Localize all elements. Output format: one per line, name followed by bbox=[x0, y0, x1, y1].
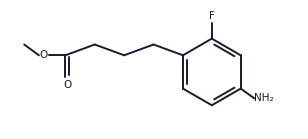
Text: NH₂: NH₂ bbox=[254, 93, 274, 103]
Text: F: F bbox=[209, 11, 215, 21]
Text: O: O bbox=[40, 50, 48, 60]
Text: O: O bbox=[63, 80, 71, 90]
